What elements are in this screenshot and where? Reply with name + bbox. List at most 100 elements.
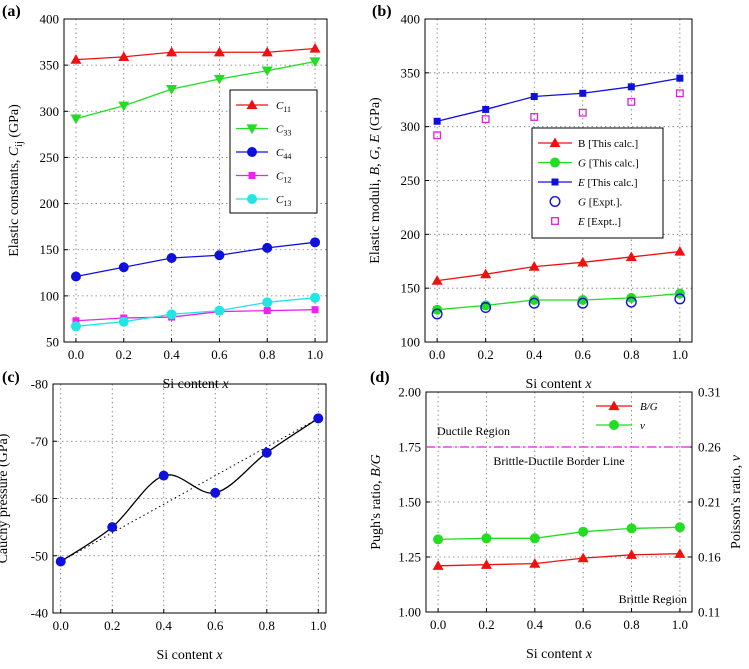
- data-point: [166, 46, 178, 57]
- data-point: [627, 97, 636, 106]
- legend-marker: [551, 178, 559, 186]
- series-line-2: [75, 241, 316, 278]
- y-tick-label: 350: [40, 58, 60, 73]
- plot-frame: [424, 18, 693, 343]
- data-point: [480, 302, 492, 314]
- series-line-0: [437, 250, 680, 282]
- panel-label: (a): [2, 3, 21, 20]
- data-point: [432, 560, 444, 570]
- data-point: [70, 114, 82, 125]
- y-tick-label: -70: [31, 434, 48, 449]
- data-point: [433, 131, 442, 140]
- data-point: [579, 89, 587, 97]
- data-point: [433, 117, 441, 125]
- data-point: [431, 275, 443, 285]
- chart-panel-a: (a) 0.0 0.2 0.4 0.6 0.8 1.0 50 100 150 200 250 300 35…: [2, 3, 328, 392]
- legend-marker: [246, 99, 258, 110]
- legend-label: E [Expt..]: [577, 216, 621, 228]
- legend-label: C12: [276, 171, 291, 185]
- y-right-tick-label: 0.21: [698, 495, 721, 510]
- series-line-1: [437, 292, 680, 311]
- data-point: [263, 307, 271, 315]
- data-point: [674, 522, 685, 533]
- y-right-tick-label: 0.26: [698, 440, 721, 455]
- series-line-0: [438, 553, 680, 567]
- x-tick-label: 0.6: [211, 347, 228, 362]
- data-point: [530, 113, 539, 121]
- legend: B [This calc.] G [This calc.] E [This calc…: [531, 127, 664, 239]
- data-point: [214, 250, 225, 261]
- data-point: [213, 74, 225, 85]
- x-tick-label: 1.0: [307, 347, 323, 362]
- y-axis-label: Cauchy pressure (GPa): [0, 433, 11, 563]
- panel-label: (b): [372, 3, 392, 20]
- y-tick-label: 150: [40, 242, 60, 257]
- y-tick-label: 150: [401, 281, 421, 296]
- data-point: [578, 108, 587, 117]
- legend: B/G v: [596, 400, 658, 432]
- y-axis-label-right: Poisson's ratio, v: [729, 454, 744, 549]
- legend-label: C11: [276, 100, 291, 114]
- data-point: [481, 533, 492, 544]
- legend-marker: [609, 420, 619, 430]
- x-tick-label: 0.0: [68, 347, 84, 362]
- trend-line: [60, 417, 319, 562]
- plot-frame: [52, 383, 327, 614]
- series-line-4: [75, 297, 316, 327]
- data-point: [431, 308, 443, 320]
- y-tick-label: -60: [31, 491, 48, 506]
- brittle-region-label: Brittle Region: [619, 592, 687, 606]
- y-axis-label: Elastic constants, Cij (GPa): [7, 104, 25, 257]
- data-point: [433, 534, 444, 545]
- data-point: [482, 105, 490, 113]
- data-point: [70, 271, 81, 282]
- x-tick-label: 0.2: [116, 347, 132, 362]
- data-point: [528, 261, 540, 271]
- legend-label: v: [640, 420, 645, 432]
- data-point: [674, 548, 686, 558]
- data-point: [213, 46, 225, 57]
- data-point: [627, 83, 635, 91]
- data-point: [626, 549, 638, 559]
- legend-marker: [551, 217, 559, 225]
- y-axis-label: Pugh's ratio, B/G: [369, 454, 384, 549]
- y-axis-label: Elastic moduli, B, G, E (GPa): [368, 97, 383, 264]
- data-point: [675, 89, 684, 98]
- data-point: [309, 57, 321, 67]
- y-tick-label: 1.75: [398, 440, 421, 455]
- legend-marker: [246, 124, 258, 134]
- x-tick-label: 0.2: [478, 617, 494, 632]
- data-point: [70, 321, 81, 332]
- x-tick-label: 1.0: [672, 617, 688, 632]
- x-tick-label: 0.0: [429, 347, 445, 362]
- data-point: [676, 74, 684, 82]
- y-right-tick-label: 0.31: [698, 385, 721, 400]
- x-tick-label: 0.0: [430, 617, 446, 632]
- x-tick-label: 0.2: [104, 618, 120, 633]
- data-point: [480, 559, 492, 569]
- legend-marker: [247, 147, 257, 157]
- chart-panel-c: (c) 0.0 0.2 0.4 0.6 0.8 1.0 -40 -50 -60 -70 -80 Si c…: [0, 369, 327, 663]
- legend-marker: [248, 172, 256, 179]
- y-tick-label: 100: [40, 288, 60, 303]
- x-tick-label: 0.8: [259, 618, 275, 633]
- ductile-region-label: Ductile Region: [437, 424, 510, 438]
- x-tick-label: 1.0: [672, 347, 688, 362]
- legend-label: C44: [276, 147, 291, 161]
- legend-marker: [550, 157, 560, 168]
- data-point: [118, 262, 129, 273]
- legend: C11 C33 C44 C12 C13: [229, 89, 318, 214]
- x-axis-label: Si content x: [156, 648, 223, 663]
- data-point: [530, 93, 538, 101]
- y-tick-label: 200: [40, 196, 60, 211]
- data-point: [577, 297, 589, 309]
- data-point: [528, 297, 540, 309]
- data-point: [261, 46, 273, 57]
- x-tick-label: 0.4: [527, 617, 544, 632]
- data-point: [313, 413, 324, 424]
- x-tick-label: 0.6: [207, 618, 224, 633]
- y-tick-label: 1.00: [398, 605, 421, 620]
- data-point: [481, 115, 490, 124]
- data-point: [674, 293, 686, 305]
- x-axis-label: Si content x: [525, 377, 592, 392]
